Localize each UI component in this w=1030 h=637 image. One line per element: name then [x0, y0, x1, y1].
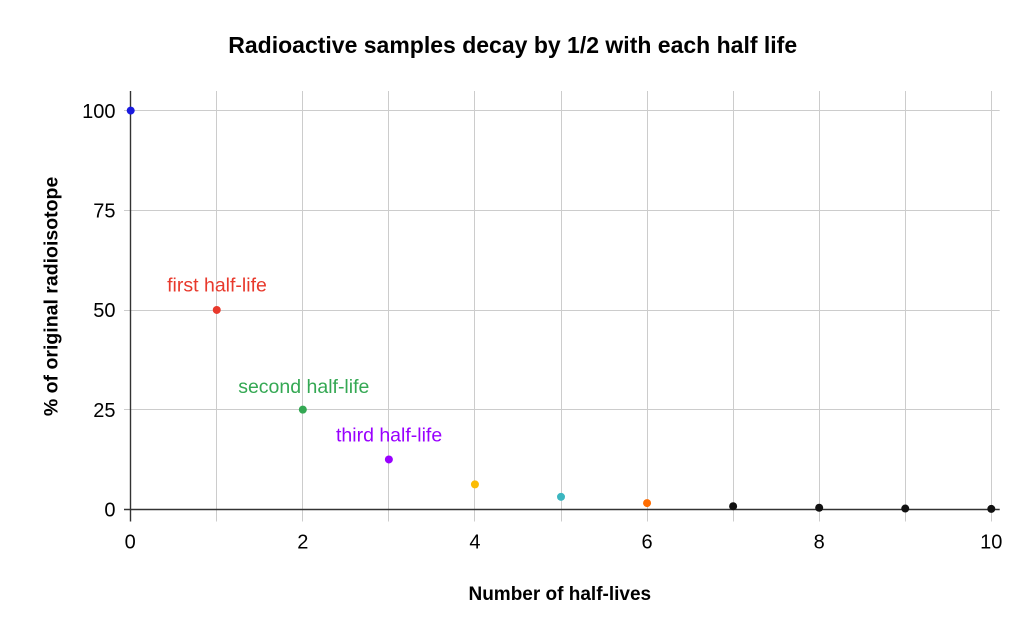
- svg-text:third half-life: third half-life: [336, 425, 442, 447]
- svg-text:2: 2: [297, 532, 308, 554]
- svg-text:6: 6: [641, 532, 652, 554]
- svg-text:first half-life: first half-life: [167, 275, 267, 297]
- svg-text:100: 100: [82, 101, 115, 123]
- svg-text:10: 10: [980, 532, 1002, 554]
- svg-text:4: 4: [469, 532, 480, 554]
- svg-text:Number of half-lives: Number of half-lives: [468, 584, 651, 605]
- svg-text:50: 50: [93, 300, 115, 322]
- svg-text:Radioactive samples decay by 1: Radioactive samples decay by 1/2 with ea…: [228, 32, 797, 58]
- svg-text:0: 0: [125, 532, 136, 554]
- svg-text:25: 25: [93, 400, 115, 422]
- svg-text:% of original radioisotope: % of original radioisotope: [41, 177, 63, 417]
- svg-text:8: 8: [814, 532, 825, 554]
- svg-text:75: 75: [93, 201, 115, 223]
- svg-text:0: 0: [104, 500, 115, 522]
- svg-text:second half-life: second half-life: [238, 376, 369, 398]
